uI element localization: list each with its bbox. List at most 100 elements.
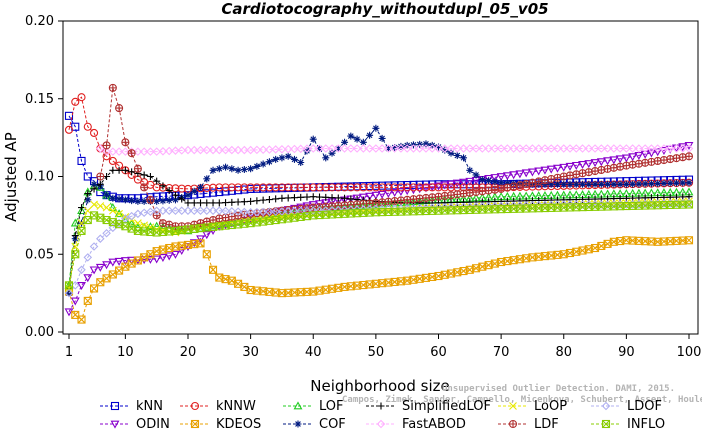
data-point <box>89 242 99 251</box>
data-point <box>384 183 393 192</box>
data-point <box>503 183 512 192</box>
data-point <box>553 164 562 173</box>
data-point <box>322 193 330 201</box>
data-point <box>277 145 287 154</box>
data-point <box>265 207 274 217</box>
data-point <box>96 234 105 243</box>
data-point <box>572 180 580 188</box>
data-point <box>95 263 105 272</box>
data-point <box>121 196 129 204</box>
data-point <box>629 180 637 188</box>
data-point <box>515 181 524 190</box>
data-point <box>183 145 193 155</box>
data-point <box>153 177 161 185</box>
data-point <box>497 184 506 193</box>
data-point <box>460 198 468 206</box>
data-point <box>152 211 161 220</box>
data-point <box>145 255 155 264</box>
data-point <box>153 197 161 205</box>
data-point <box>465 177 475 186</box>
data-point <box>566 180 574 188</box>
data-point <box>96 202 105 210</box>
data-point <box>366 131 374 139</box>
data-point <box>352 194 362 203</box>
legend-item-lof: LOF <box>283 399 344 414</box>
data-point <box>165 196 173 204</box>
data-point <box>120 257 130 266</box>
data-point <box>209 166 217 174</box>
data-point <box>584 168 593 177</box>
data-point <box>527 168 537 177</box>
data-point <box>484 144 493 153</box>
data-point <box>334 144 343 153</box>
data-point <box>509 144 518 153</box>
data-point <box>634 144 644 153</box>
series-line <box>68 144 690 313</box>
data-point <box>321 183 330 192</box>
data-point <box>334 145 342 153</box>
data-point <box>584 160 594 169</box>
data-point <box>71 97 80 106</box>
data-point <box>346 201 356 210</box>
legend-swatch-marker <box>508 419 518 429</box>
data-point <box>578 144 587 153</box>
data-point <box>434 183 443 192</box>
data-point <box>140 197 148 205</box>
legend-swatch-marker <box>110 401 120 411</box>
data-point <box>565 162 575 171</box>
data-point <box>365 192 375 201</box>
data-point <box>202 145 212 155</box>
data-point <box>666 179 674 187</box>
data-point <box>503 144 512 153</box>
data-point <box>221 206 230 216</box>
data-point <box>516 197 524 205</box>
legend-item-ldof: LDOF <box>591 399 662 414</box>
data-point <box>609 163 618 172</box>
data-point <box>316 145 324 153</box>
data-point <box>428 193 437 202</box>
data-point <box>177 184 186 193</box>
data-point <box>77 93 86 102</box>
data-point <box>240 198 248 206</box>
data-point <box>421 144 431 153</box>
data-point <box>509 171 519 180</box>
data-point <box>565 171 575 180</box>
series-fastabod <box>96 144 694 156</box>
data-point <box>522 197 530 205</box>
data-point <box>108 258 118 267</box>
legend-label: LOF <box>319 399 344 414</box>
data-point <box>571 161 581 170</box>
legend-swatch-marker <box>601 419 611 429</box>
data-point <box>452 179 462 188</box>
legend-label: KDEOS <box>216 417 261 432</box>
data-point <box>472 171 480 179</box>
data-point <box>396 188 406 197</box>
data-point <box>233 207 243 216</box>
x-axis-title: Neighborhood size <box>310 377 449 395</box>
data-point <box>114 257 124 266</box>
data-point <box>591 167 600 176</box>
y-axis-title: Adjusted AP <box>2 132 20 222</box>
legend-item-ldf: LDF <box>498 417 559 432</box>
data-point <box>222 163 230 171</box>
data-point <box>547 180 555 188</box>
data-point <box>490 174 500 183</box>
data-point <box>202 250 211 259</box>
data-point <box>358 193 368 202</box>
data-point <box>378 183 387 192</box>
data-point <box>159 197 167 205</box>
x-tick-label: 40 <box>305 345 322 360</box>
data-point <box>115 209 123 218</box>
data-point <box>485 198 493 206</box>
data-point <box>158 147 168 156</box>
data-point <box>585 180 593 188</box>
data-point <box>672 179 680 187</box>
legend-swatch-marker <box>293 401 303 410</box>
data-point <box>70 297 80 306</box>
data-point <box>158 206 168 215</box>
data-point <box>227 183 236 192</box>
data-point <box>128 168 136 176</box>
data-point <box>228 198 236 206</box>
data-point <box>234 166 242 174</box>
legend-swatch-marker <box>190 401 200 411</box>
